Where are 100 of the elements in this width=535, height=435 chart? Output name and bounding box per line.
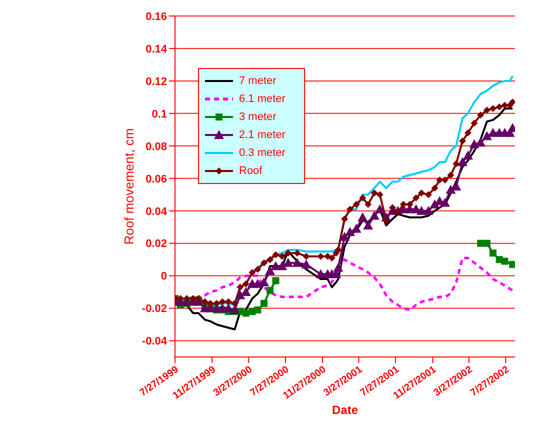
point bbox=[358, 212, 368, 222]
y-tick-label: 0.08 bbox=[146, 140, 167, 153]
point bbox=[470, 120, 478, 127]
point bbox=[176, 295, 184, 302]
y-tick-label: 0.12 bbox=[146, 76, 167, 88]
point bbox=[458, 157, 468, 166]
point bbox=[340, 232, 350, 241]
point bbox=[328, 254, 336, 262]
y-axis-title: Roof movement, cm bbox=[122, 128, 137, 245]
point bbox=[260, 259, 268, 266]
point bbox=[389, 204, 396, 212]
point bbox=[278, 252, 286, 260]
point bbox=[469, 139, 480, 148]
y-tick-label: -0.04 bbox=[142, 336, 168, 348]
y-tick-label: 0.06 bbox=[146, 173, 167, 186]
point bbox=[231, 300, 238, 307]
point bbox=[483, 240, 490, 247]
point bbox=[483, 106, 490, 114]
point bbox=[440, 198, 450, 207]
point bbox=[376, 191, 384, 198]
point bbox=[266, 256, 274, 264]
point bbox=[218, 298, 226, 306]
x-axis-title: Date bbox=[332, 403, 358, 417]
point bbox=[370, 189, 378, 196]
point bbox=[394, 208, 402, 216]
point bbox=[224, 298, 232, 306]
point bbox=[382, 217, 390, 224]
point bbox=[351, 224, 362, 233]
point bbox=[277, 261, 288, 270]
point bbox=[292, 258, 302, 267]
point bbox=[242, 280, 250, 288]
point bbox=[416, 206, 426, 215]
point bbox=[272, 277, 280, 284]
point bbox=[476, 138, 486, 147]
point bbox=[459, 138, 466, 145]
y-tick-label: 0 bbox=[160, 270, 167, 283]
point bbox=[477, 240, 484, 247]
y-tick-label: 0.02 bbox=[146, 238, 167, 250]
point bbox=[418, 189, 425, 196]
point bbox=[252, 278, 263, 288]
point bbox=[406, 200, 414, 208]
point bbox=[324, 252, 332, 260]
legend-label: 3 meter bbox=[239, 111, 276, 123]
point bbox=[501, 102, 508, 109]
point bbox=[254, 266, 262, 273]
point bbox=[301, 259, 312, 268]
point bbox=[265, 266, 276, 275]
point bbox=[509, 260, 515, 268]
legend-label: Roof bbox=[239, 165, 262, 177]
point bbox=[333, 262, 344, 272]
point bbox=[344, 226, 355, 236]
point bbox=[412, 194, 420, 202]
point bbox=[235, 290, 246, 300]
point bbox=[363, 220, 374, 230]
point bbox=[423, 206, 434, 215]
y-tick-label: 0.16 bbox=[146, 10, 167, 23]
point bbox=[352, 200, 360, 208]
point bbox=[317, 252, 324, 260]
point bbox=[334, 246, 342, 254]
point bbox=[236, 284, 244, 291]
point bbox=[341, 215, 348, 222]
point bbox=[424, 191, 432, 198]
point bbox=[183, 295, 190, 302]
point bbox=[369, 210, 380, 220]
y-tick-label: -0.02 bbox=[142, 303, 167, 316]
point bbox=[482, 131, 492, 140]
point bbox=[431, 184, 438, 192]
point bbox=[451, 182, 462, 190]
point bbox=[496, 103, 503, 110]
point bbox=[501, 258, 508, 265]
point bbox=[294, 250, 301, 257]
point bbox=[260, 300, 268, 307]
point bbox=[489, 105, 496, 112]
point bbox=[359, 194, 366, 202]
point bbox=[302, 252, 310, 260]
point bbox=[447, 172, 454, 179]
legend-label: 7 meter bbox=[239, 75, 276, 87]
point bbox=[374, 204, 385, 214]
point bbox=[364, 200, 372, 208]
y-tick-label: 0.14 bbox=[146, 43, 168, 56]
point bbox=[272, 251, 280, 258]
point bbox=[254, 306, 262, 314]
point bbox=[248, 269, 256, 276]
y-tick-label: 0.1 bbox=[152, 108, 167, 120]
point bbox=[283, 258, 294, 267]
point bbox=[284, 250, 292, 257]
point bbox=[489, 250, 496, 257]
point bbox=[442, 176, 449, 184]
point bbox=[201, 298, 208, 306]
legend-label: 0.3 meter bbox=[239, 147, 286, 159]
point bbox=[230, 304, 240, 314]
point bbox=[266, 286, 274, 294]
point bbox=[452, 160, 460, 168]
point bbox=[477, 112, 484, 119]
legend-label: 2.1 meter bbox=[239, 129, 286, 141]
y-tick-label: 0.04 bbox=[146, 206, 168, 218]
point bbox=[346, 206, 354, 213]
point bbox=[213, 300, 220, 307]
point bbox=[400, 200, 407, 208]
point bbox=[509, 98, 515, 106]
